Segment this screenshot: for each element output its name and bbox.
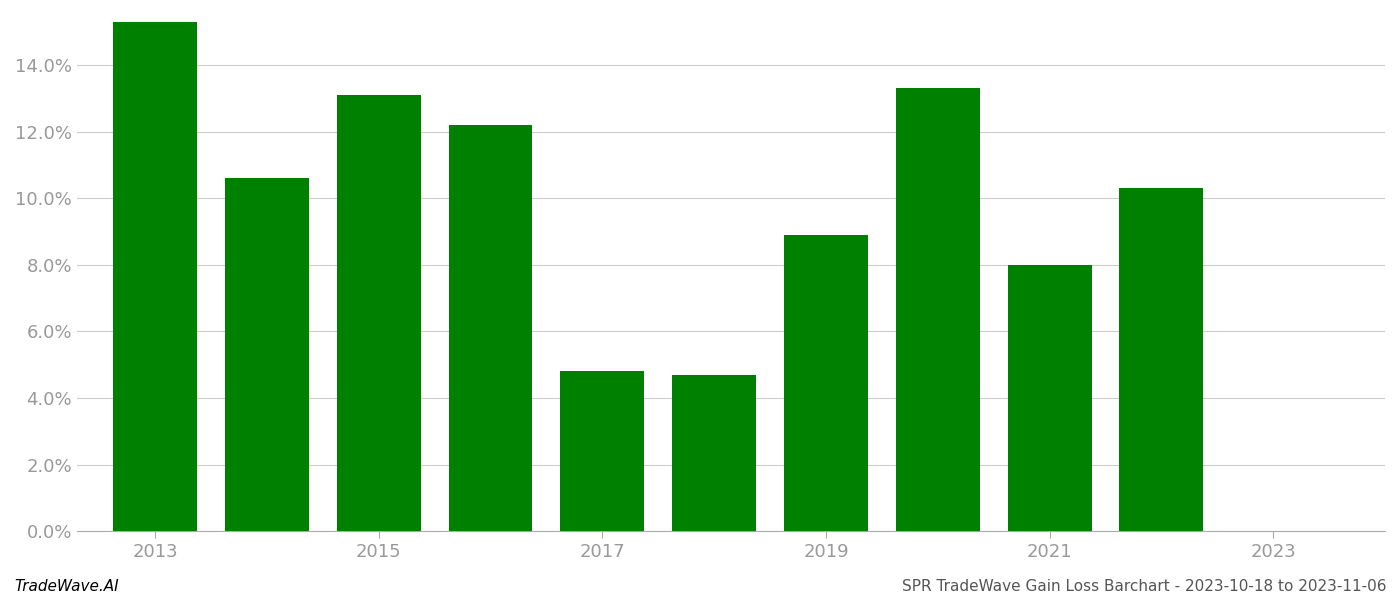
Bar (1120, 188, 1204, 531)
Bar (896, 88, 980, 531)
Bar (225, 178, 309, 531)
Bar (337, 95, 420, 531)
Bar (448, 125, 532, 531)
Bar (113, 22, 197, 531)
Bar (784, 235, 868, 531)
Bar (1008, 265, 1092, 531)
Bar (560, 371, 644, 531)
Bar (672, 374, 756, 531)
Text: SPR TradeWave Gain Loss Barchart - 2023-10-18 to 2023-11-06: SPR TradeWave Gain Loss Barchart - 2023-… (902, 579, 1386, 594)
Text: TradeWave.AI: TradeWave.AI (14, 579, 119, 594)
